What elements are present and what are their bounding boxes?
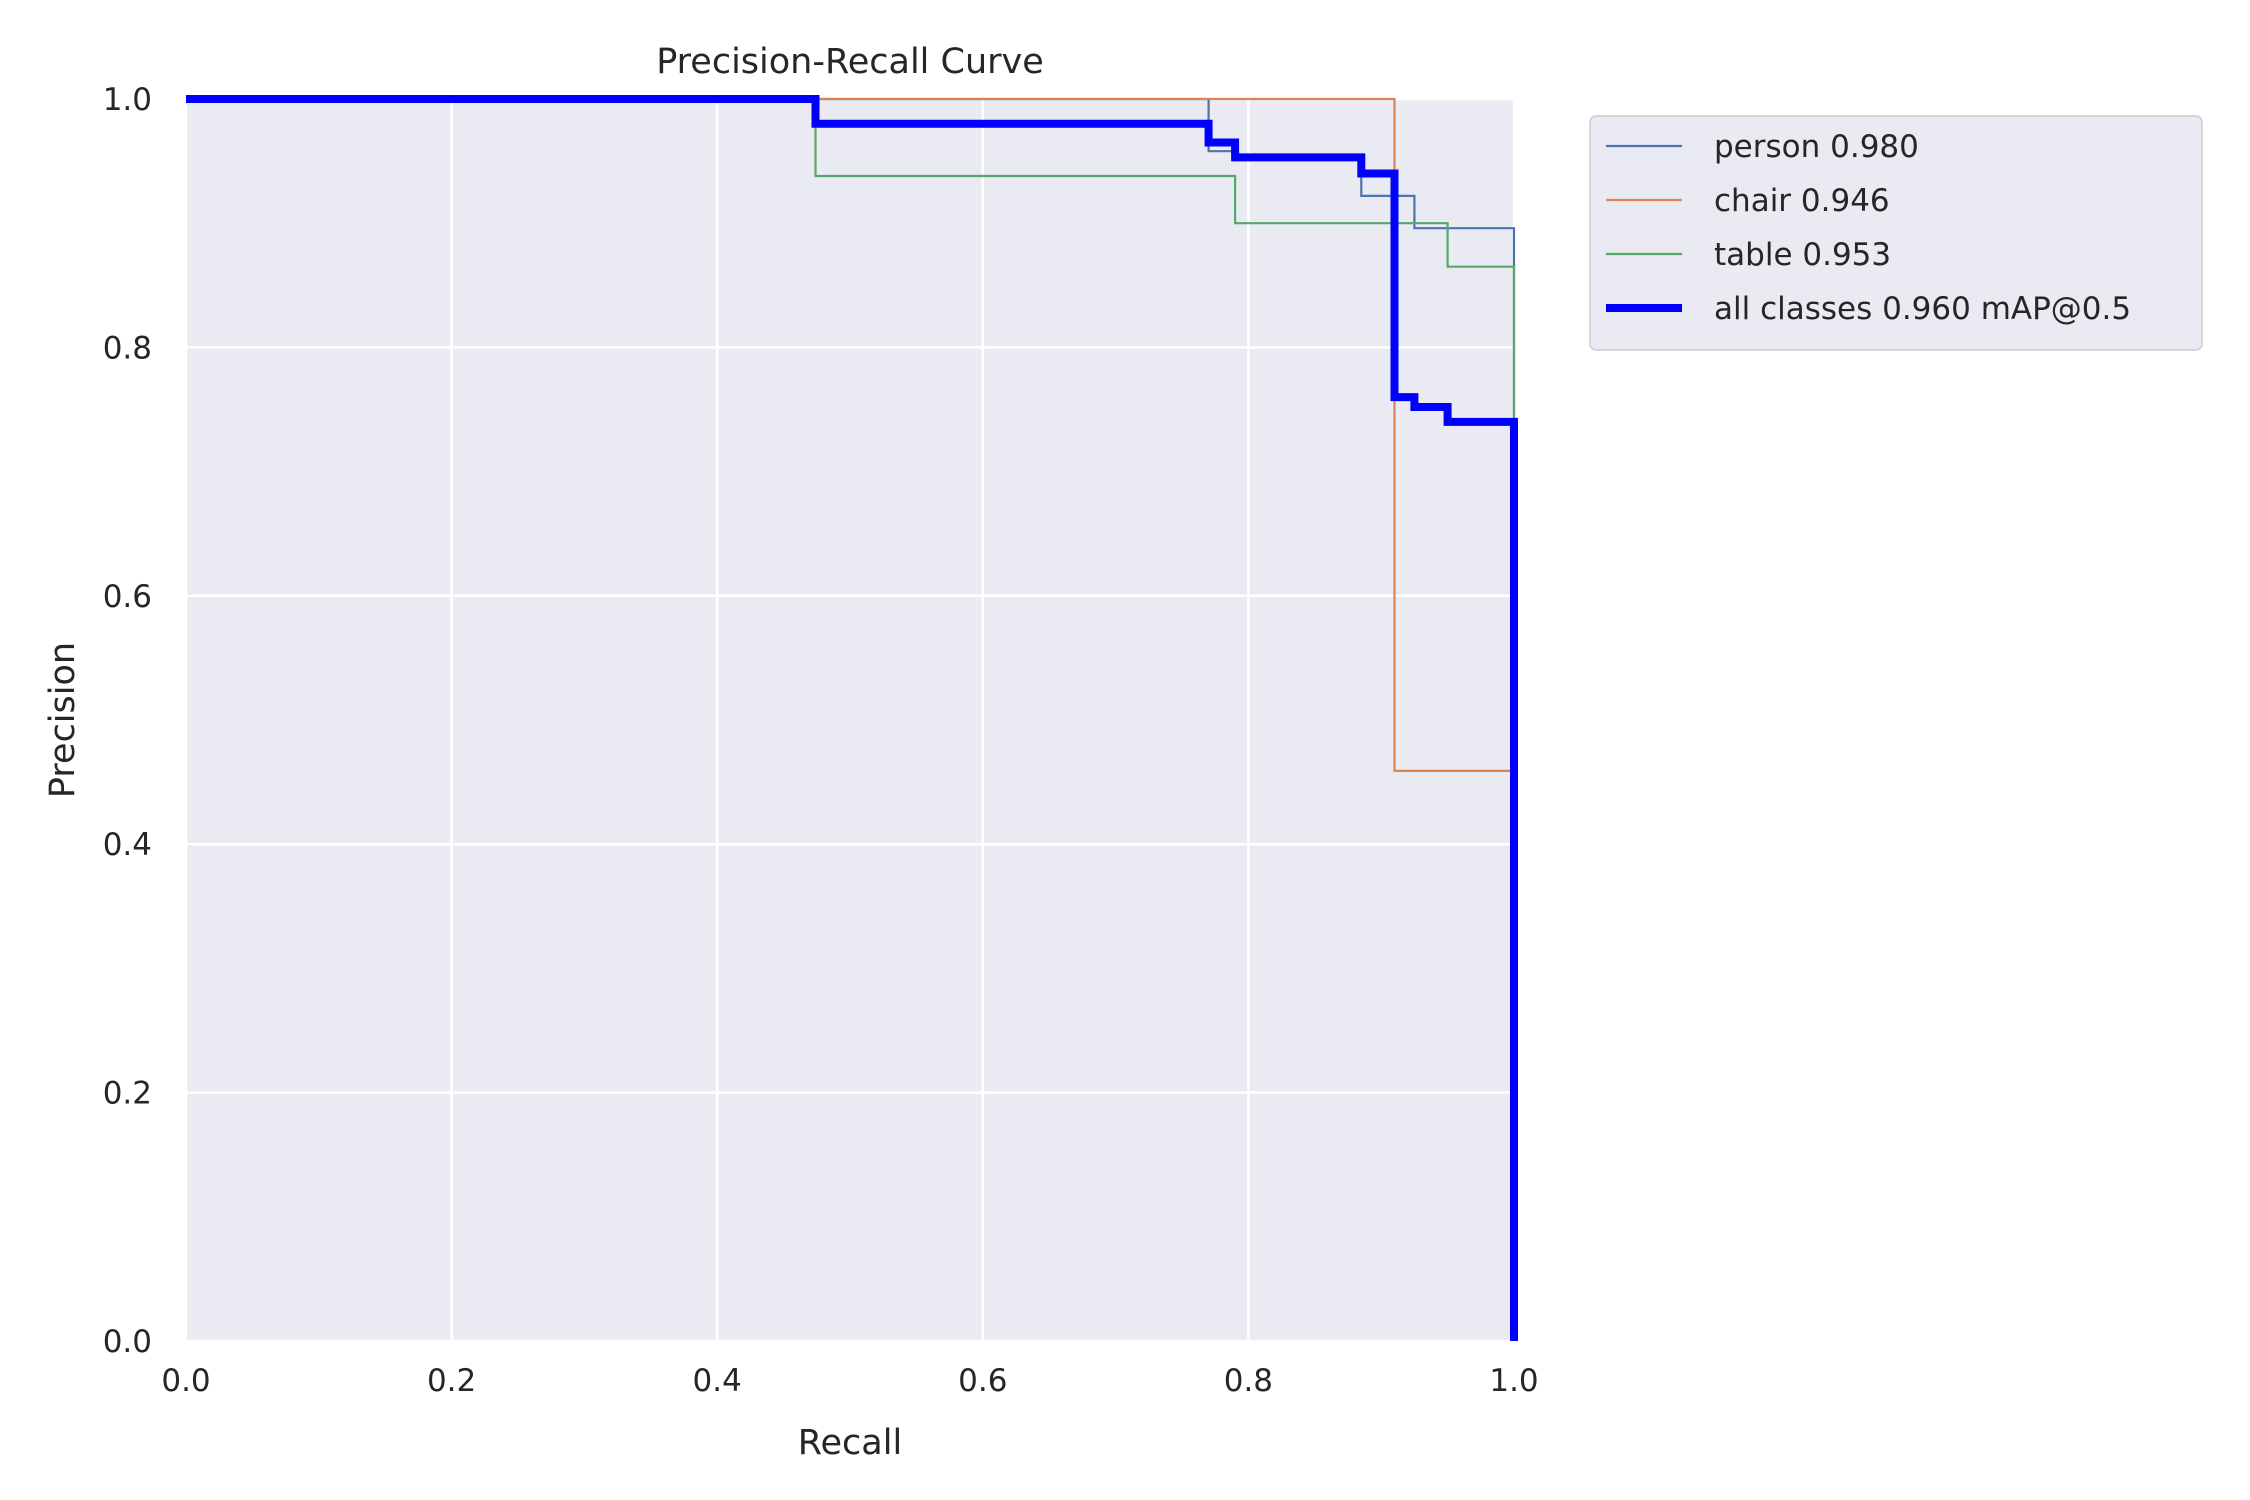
x-tick-label: 0.8 bbox=[1224, 1363, 1273, 1399]
x-tick-label: 0.2 bbox=[427, 1363, 476, 1399]
x-tick-label: 0.4 bbox=[693, 1363, 742, 1399]
x-tick-label: 1.0 bbox=[1489, 1363, 1538, 1399]
x-tick-label: 0.0 bbox=[161, 1363, 210, 1399]
x-axis-ticks: 0.0 0.2 0.4 0.6 0.8 1.0 bbox=[161, 1363, 1538, 1399]
legend-entry-2: chair 0.946 bbox=[1714, 183, 1890, 219]
y-tick-label: 0.4 bbox=[103, 827, 152, 863]
legend-frame bbox=[1589, 115, 2203, 351]
legend-entry-4: all classes 0.960 mAP@0.5 bbox=[1714, 291, 2131, 327]
grid-lines bbox=[184, 97, 1516, 1343]
series-layer bbox=[186, 95, 1518, 1341]
plot-area bbox=[186, 99, 1514, 1341]
series-line-4 bbox=[186, 95, 1518, 1341]
legend-entry-1: person 0.980 bbox=[1714, 129, 1919, 165]
legend-entry-3: table 0.953 bbox=[1714, 237, 1891, 273]
y-tick-label: 0.6 bbox=[103, 579, 152, 615]
chart-title: Precision-Recall Curve bbox=[656, 42, 1044, 82]
y-axis-ticks: 0.0 0.2 0.4 0.6 0.8 1.0 bbox=[103, 82, 152, 1360]
legend: person 0.980 chair 0.946 table 0.953 all cl… bbox=[1589, 115, 2203, 351]
y-tick-label: 0.2 bbox=[103, 1076, 152, 1112]
x-axis-label: Recall bbox=[798, 1423, 902, 1463]
x-tick-label: 0.6 bbox=[958, 1363, 1007, 1399]
y-axis-label: Precision bbox=[43, 642, 83, 798]
y-tick-label: 1.0 bbox=[103, 82, 152, 118]
y-tick-label: 0.0 bbox=[103, 1324, 152, 1360]
y-tick-label: 0.8 bbox=[103, 330, 152, 366]
